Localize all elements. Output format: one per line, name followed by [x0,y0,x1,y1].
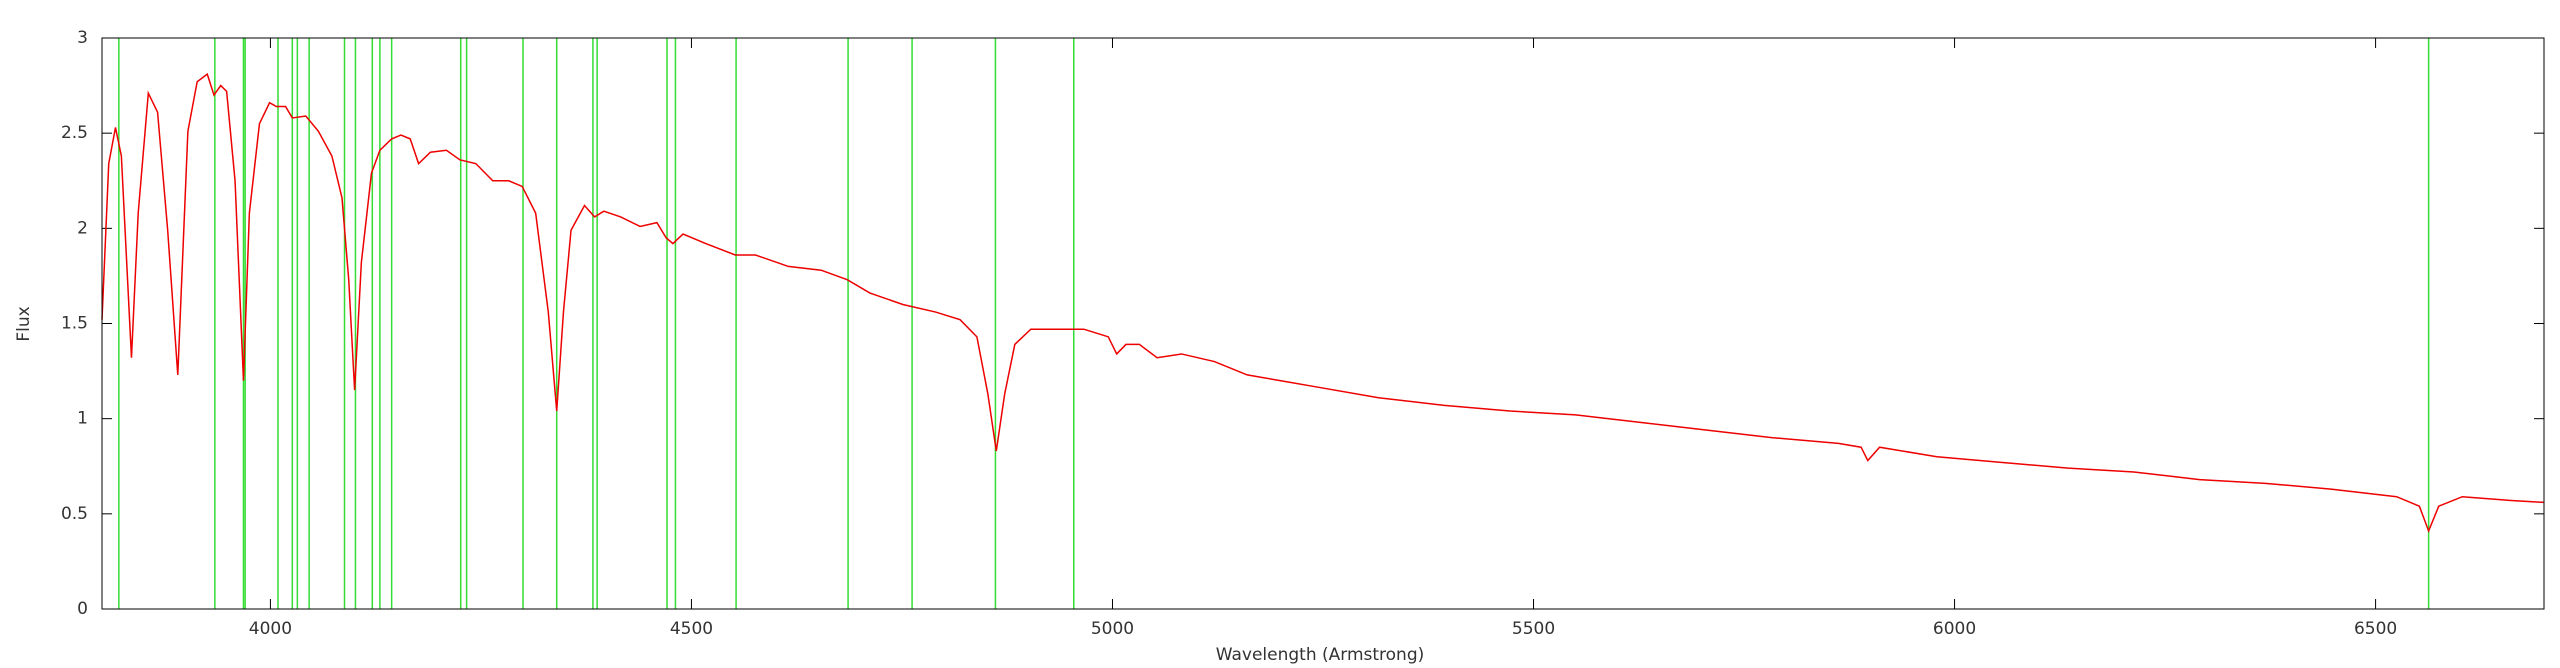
y-tick-label: 1.5 [61,314,88,334]
y-tick-label: 0.5 [61,504,88,524]
spectrum-line [101,72,2545,534]
y-tick-label: 0 [77,599,88,619]
x-tick-label: 4500 [670,619,713,639]
y-axis-label: Flux [14,306,34,341]
x-tick-label: 5500 [1512,619,1555,639]
y-tick-label: 2.5 [61,123,88,143]
plot-frame [101,37,2545,610]
x-tick-label: 6000 [1933,619,1976,639]
y-tick-label: 3 [77,28,88,48]
x-axis-label: Wavelength (Armstrong) [1216,645,1425,665]
y-tick-label: 1 [77,409,88,429]
y-tick-label: 2 [77,218,88,238]
x-tick-label: 6500 [2354,619,2397,639]
x-tick-label: 4000 [249,619,292,639]
x-tick-label: 5000 [1091,619,1134,639]
